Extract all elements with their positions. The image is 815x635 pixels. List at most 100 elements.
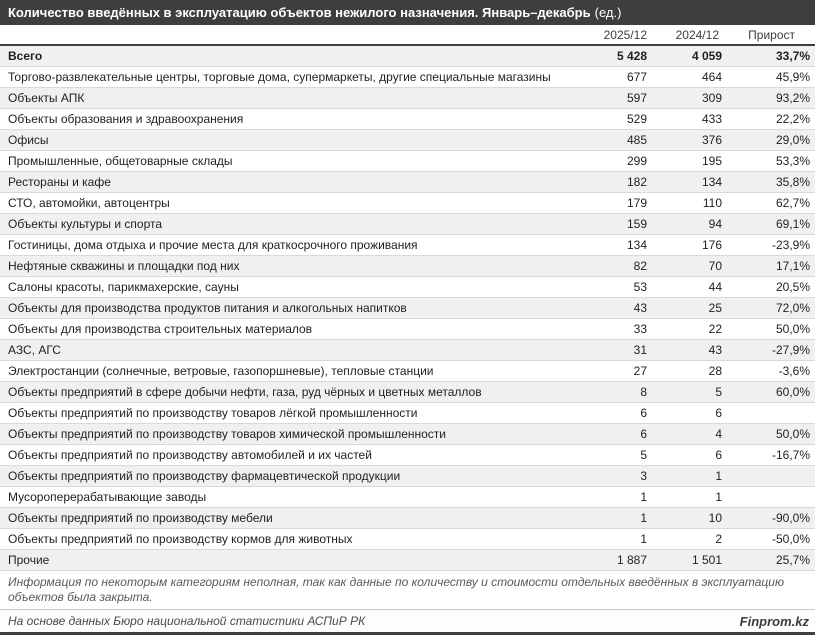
table-row: Электростанции (солнечные, ветровые, газ… [0,361,815,382]
row-growth: 60,0% [775,385,810,399]
row-growth: 33,7% [775,49,810,63]
row-label: СТО, автомойки, автоцентры [8,196,170,210]
table-row: Объекты предприятий по производству авто… [0,445,815,466]
row-value-2024: 134 [701,175,722,189]
row-label: Прочие [8,553,50,567]
row-value-2024: 1 501 [691,553,722,567]
row-label: Нефтяные скважины и площадки под них [8,259,240,273]
row-growth: 93,2% [775,91,810,105]
table-row: Нефтяные скважины и площадки под них 82 … [0,256,815,277]
row-label: АЗС, АГС [8,343,61,357]
row-value-2024: 94 [708,217,722,231]
brand-logo: Finprom.kz [739,613,809,629]
row-label: Мусороперерабатывающие заводы [8,490,207,504]
column-header-growth: Прирост [748,27,795,42]
table-row: Объекты АПК 597 309 93,2% [0,88,815,109]
row-growth: 35,8% [775,175,810,189]
row-label: Промышленные, общетоварные склады [8,154,233,168]
row-value-2025: 27 [633,364,647,378]
row-growth: 72,0% [775,301,810,315]
row-growth: 62,7% [775,196,810,210]
row-growth: 20,5% [775,280,810,294]
table-row: Объекты предприятий по производству това… [0,424,815,445]
row-value-2024: 4 059 [691,49,722,63]
table-row: Объекты для производства продуктов питан… [0,298,815,319]
table-row: Мусороперерабатывающие заводы 1 1 [0,487,815,508]
row-value-2024: 2 [715,532,722,546]
row-value-2025: 1 [640,511,647,525]
table-body: Всего 5 428 4 059 33,7% Торгово-развлека… [0,46,815,571]
table-row: Объекты предприятий по производству фарм… [0,466,815,487]
row-value-2024: 176 [701,238,722,252]
row-growth: -27,9% [771,343,810,357]
column-header-2025: 2025/12 [603,27,647,42]
table-row: Гостиницы, дома отдыха и прочие места дл… [0,235,815,256]
table-row: Прочие 1 887 1 501 25,7% [0,550,815,571]
row-value-2025: 1 [640,490,647,504]
row-growth: -90,0% [771,511,810,525]
source-bar: На основе данных Бюро национальной стати… [0,609,815,635]
row-label: Объекты предприятий по производству мебе… [8,511,273,525]
row-label: Объекты предприятий в сфере добычи нефти… [8,385,482,399]
table-row: Объекты предприятий по производству това… [0,403,815,424]
row-growth: 50,0% [775,322,810,336]
row-label: Объекты АПК [8,91,85,105]
row-growth: 50,0% [775,427,810,441]
row-value-2025: 53 [633,280,647,294]
row-value-2024: 1 [715,490,722,504]
row-value-2024: 43 [708,343,722,357]
row-label: Всего [8,49,43,63]
row-value-2024: 464 [701,70,722,84]
table-row: АЗС, АГС 31 43 -27,9% [0,340,815,361]
row-label: Объекты для производства продуктов питан… [8,301,407,315]
row-value-2025: 6 [640,406,647,420]
row-growth: 17,1% [775,259,810,273]
title-bar: Количество введённых в эксплуатацию объе… [0,0,815,25]
row-value-2025: 1 [640,532,647,546]
row-value-2024: 70 [708,259,722,273]
row-label: Объекты предприятий по производству фарм… [8,469,401,483]
row-value-2025: 43 [633,301,647,315]
row-growth: -3,6% [778,364,810,378]
row-value-2024: 309 [701,91,722,105]
row-growth: -16,7% [771,448,810,462]
row-value-2024: 22 [708,322,722,336]
row-label: Объекты предприятий по производству авто… [8,448,372,462]
row-value-2025: 159 [626,217,647,231]
row-label: Рестораны и кафе [8,175,111,189]
row-value-2025: 179 [626,196,647,210]
row-value-2024: 195 [701,154,722,168]
page-title: Количество введённых в эксплуатацию объе… [8,5,591,20]
table-row: Объекты предприятий по производству мебе… [0,508,815,529]
row-label: Объекты предприятий по производству това… [8,406,418,420]
row-growth: 53,3% [775,154,810,168]
row-value-2025: 33 [633,322,647,336]
table-row: Объекты для производства строительных ма… [0,319,815,340]
row-value-2025: 299 [626,154,647,168]
source-text: На основе данных Бюро национальной стати… [8,614,366,628]
row-value-2025: 5 [640,448,647,462]
row-value-2024: 4 [715,427,722,441]
row-value-2025: 134 [626,238,647,252]
row-value-2025: 1 887 [616,553,647,567]
row-label: Объекты предприятий по производству това… [8,427,446,441]
row-value-2025: 3 [640,469,647,483]
row-label: Салоны красоты, парикмахерские, сауны [8,280,239,294]
row-label: Офисы [8,133,49,147]
table-row: Салоны красоты, парикмахерские, сауны 53… [0,277,815,298]
row-value-2024: 44 [708,280,722,294]
row-value-2025: 485 [626,133,647,147]
row-value-2025: 597 [626,91,647,105]
table-row: Рестораны и кафе 182 134 35,8% [0,172,815,193]
row-growth: -23,9% [771,238,810,252]
row-label: Электростанции (солнечные, ветровые, газ… [8,364,434,378]
table-row: Объекты образования и здравоохранения 52… [0,109,815,130]
table-row: Офисы 485 376 29,0% [0,130,815,151]
row-value-2024: 376 [701,133,722,147]
row-growth: 22,2% [775,112,810,126]
row-label: Гостиницы, дома отдыха и прочие места дл… [8,238,418,252]
row-value-2025: 82 [633,259,647,273]
row-value-2024: 433 [701,112,722,126]
column-header-2024: 2024/12 [675,27,719,42]
row-label: Объекты предприятий по производству корм… [8,532,353,546]
